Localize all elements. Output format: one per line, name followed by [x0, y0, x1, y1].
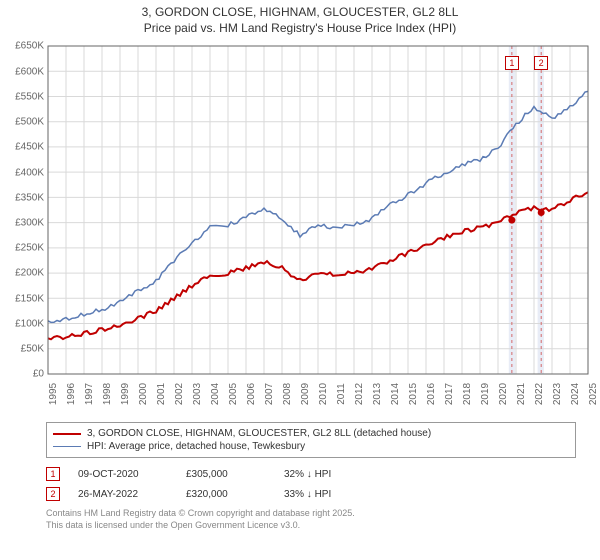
legend-item-price-paid: 3, GORDON CLOSE, HIGHNAM, GLOUCESTER, GL… — [53, 427, 569, 440]
x-axis-tick-label: 2007 — [264, 383, 275, 405]
x-axis-tick-label: 2002 — [174, 383, 185, 405]
transaction-date: 09-OCT-2020 — [78, 469, 168, 480]
x-axis-tick-label: 2001 — [156, 383, 167, 405]
y-axis-tick-label: £200K — [0, 268, 44, 279]
transactions-table: 1 09-OCT-2020 £305,000 32% ↓ HPI 2 26-MA… — [46, 464, 576, 504]
x-axis-tick-label: 2025 — [588, 383, 599, 405]
x-axis-tick-label: 2012 — [354, 383, 365, 405]
y-axis-tick-label: £250K — [0, 243, 44, 254]
transaction-row: 2 26-MAY-2022 £320,000 33% ↓ HPI — [46, 484, 576, 504]
chart-title-block: 3, GORDON CLOSE, HIGHNAM, GLOUCESTER, GL… — [0, 0, 600, 38]
x-axis-tick-label: 2017 — [444, 383, 455, 405]
y-axis-tick-label: £600K — [0, 66, 44, 77]
x-axis-tick-label: 2005 — [228, 383, 239, 405]
transaction-row: 1 09-OCT-2020 £305,000 32% ↓ HPI — [46, 464, 576, 484]
transaction-marker-icon: 1 — [505, 56, 519, 70]
x-axis-tick-label: 2003 — [192, 383, 203, 405]
x-axis-tick-label: 2008 — [282, 383, 293, 405]
y-axis-tick-label: £0 — [0, 369, 44, 380]
footer-line2: This data is licensed under the Open Gov… — [46, 520, 576, 532]
x-axis-tick-label: 2021 — [516, 383, 527, 405]
x-axis-tick-label: 2011 — [336, 384, 347, 406]
transaction-marker-icon: 2 — [46, 487, 60, 501]
footer-line1: Contains HM Land Registry data © Crown c… — [46, 508, 576, 520]
legend-swatch — [53, 446, 81, 447]
transaction-marker-icon: 1 — [46, 467, 60, 481]
chart-plot-area: £0 £50K £100K £150K £200K £250K £300K £350K £400… — [0, 38, 600, 418]
transaction-pct: 33% ↓ HPI — [284, 489, 384, 500]
legend-item-hpi: HPI: Average price, detached house, Tewk… — [53, 440, 569, 453]
x-axis-tick-label: 1997 — [84, 383, 95, 405]
x-axis-tick-label: 2016 — [426, 383, 437, 405]
legend-label: HPI: Average price, detached house, Tewk… — [87, 441, 305, 452]
y-axis-tick-label: £400K — [0, 167, 44, 178]
legend: 3, GORDON CLOSE, HIGHNAM, GLOUCESTER, GL… — [46, 422, 576, 458]
x-axis-tick-label: 2022 — [534, 383, 545, 405]
y-axis-tick-label: £450K — [0, 142, 44, 153]
x-axis-tick-label: 2006 — [246, 383, 257, 405]
x-axis-tick-label: 1999 — [120, 383, 131, 405]
chart-title-line1: 3, GORDON CLOSE, HIGHNAM, GLOUCESTER, GL… — [0, 4, 600, 20]
transaction-price: £305,000 — [186, 469, 266, 480]
x-axis-tick-label: 2010 — [318, 383, 329, 405]
transaction-marker-icon: 2 — [534, 56, 548, 70]
y-axis-tick-label: £550K — [0, 91, 44, 102]
x-axis-tick-label: 1996 — [66, 383, 77, 405]
y-axis-tick-label: £100K — [0, 318, 44, 329]
x-axis-tick-label: 1998 — [102, 383, 113, 405]
transaction-price: £320,000 — [186, 489, 266, 500]
x-axis-tick-label: 2014 — [390, 383, 401, 405]
y-axis-tick-label: £150K — [0, 293, 44, 304]
x-axis-tick-label: 2009 — [300, 383, 311, 405]
legend-label: 3, GORDON CLOSE, HIGHNAM, GLOUCESTER, GL… — [87, 428, 431, 439]
x-axis-tick-label: 2015 — [408, 383, 419, 405]
x-axis-tick-label: 2018 — [462, 383, 473, 405]
x-axis-tick-label: 2020 — [498, 383, 509, 405]
footer-attribution: Contains HM Land Registry data © Crown c… — [46, 508, 576, 531]
y-axis-tick-label: £300K — [0, 217, 44, 228]
transaction-date: 26-MAY-2022 — [78, 489, 168, 500]
y-axis-tick-label: £350K — [0, 192, 44, 203]
y-axis-tick-label: £650K — [0, 41, 44, 52]
x-axis-tick-label: 2013 — [372, 383, 383, 405]
chart-container: 3, GORDON CLOSE, HIGHNAM, GLOUCESTER, GL… — [0, 0, 600, 532]
x-axis-tick-label: 2024 — [570, 383, 581, 405]
transaction-pct: 32% ↓ HPI — [284, 469, 384, 480]
legend-swatch — [53, 433, 81, 435]
x-axis-tick-label: 2000 — [138, 383, 149, 405]
y-axis-tick-label: £50K — [0, 344, 44, 355]
x-axis-tick-label: 1995 — [48, 383, 59, 405]
y-axis-tick-label: £500K — [0, 117, 44, 128]
x-axis-tick-label: 2019 — [480, 383, 491, 405]
x-axis-tick-label: 2023 — [552, 383, 563, 405]
x-axis-tick-label: 2004 — [210, 383, 221, 405]
chart-title-line2: Price paid vs. HM Land Registry's House … — [0, 20, 600, 36]
